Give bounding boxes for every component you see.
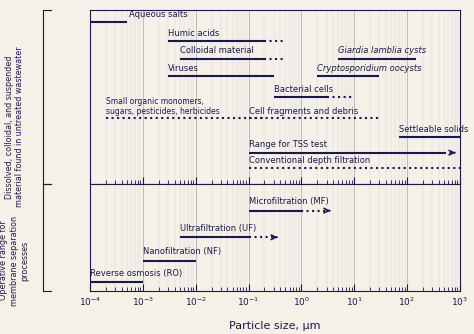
- Text: Conventional depth filtration: Conventional depth filtration: [248, 156, 370, 165]
- Text: Colloidal material: Colloidal material: [180, 46, 254, 55]
- Text: Operative range for
membrane separation
processes: Operative range for membrane separation …: [0, 215, 29, 306]
- Text: Cell fragments and debris: Cell fragments and debris: [248, 107, 358, 116]
- Text: Humic acids: Humic acids: [168, 29, 219, 38]
- Text: Reverse osmosis (RO): Reverse osmosis (RO): [90, 269, 182, 278]
- Text: Bacterial cells: Bacterial cells: [273, 85, 333, 94]
- Text: Nanofiltration (NF): Nanofiltration (NF): [143, 247, 221, 257]
- Text: Giardia lamblia cysts: Giardia lamblia cysts: [338, 46, 427, 55]
- Text: Microfiltration (MF): Microfiltration (MF): [248, 197, 328, 206]
- Text: Small organic monomers,
sugars, pesticides, herbicides: Small organic monomers, sugars, pesticid…: [106, 97, 220, 116]
- Text: Particle size, μm: Particle size, μm: [229, 321, 321, 331]
- Text: Dissolved, colloidal, and suspended
material found in untreated wastewater: Dissolved, colloidal, and suspended mate…: [5, 47, 24, 207]
- Text: Aqueous salts: Aqueous salts: [129, 10, 188, 19]
- Text: Range for TSS test: Range for TSS test: [248, 140, 327, 149]
- Text: Ultrafiltration (UF): Ultrafiltration (UF): [180, 224, 256, 233]
- Text: Cryptosporidium oocysts: Cryptosporidium oocysts: [317, 64, 422, 72]
- Text: Viruses: Viruses: [168, 64, 199, 72]
- Text: Settleable solids: Settleable solids: [399, 125, 468, 134]
